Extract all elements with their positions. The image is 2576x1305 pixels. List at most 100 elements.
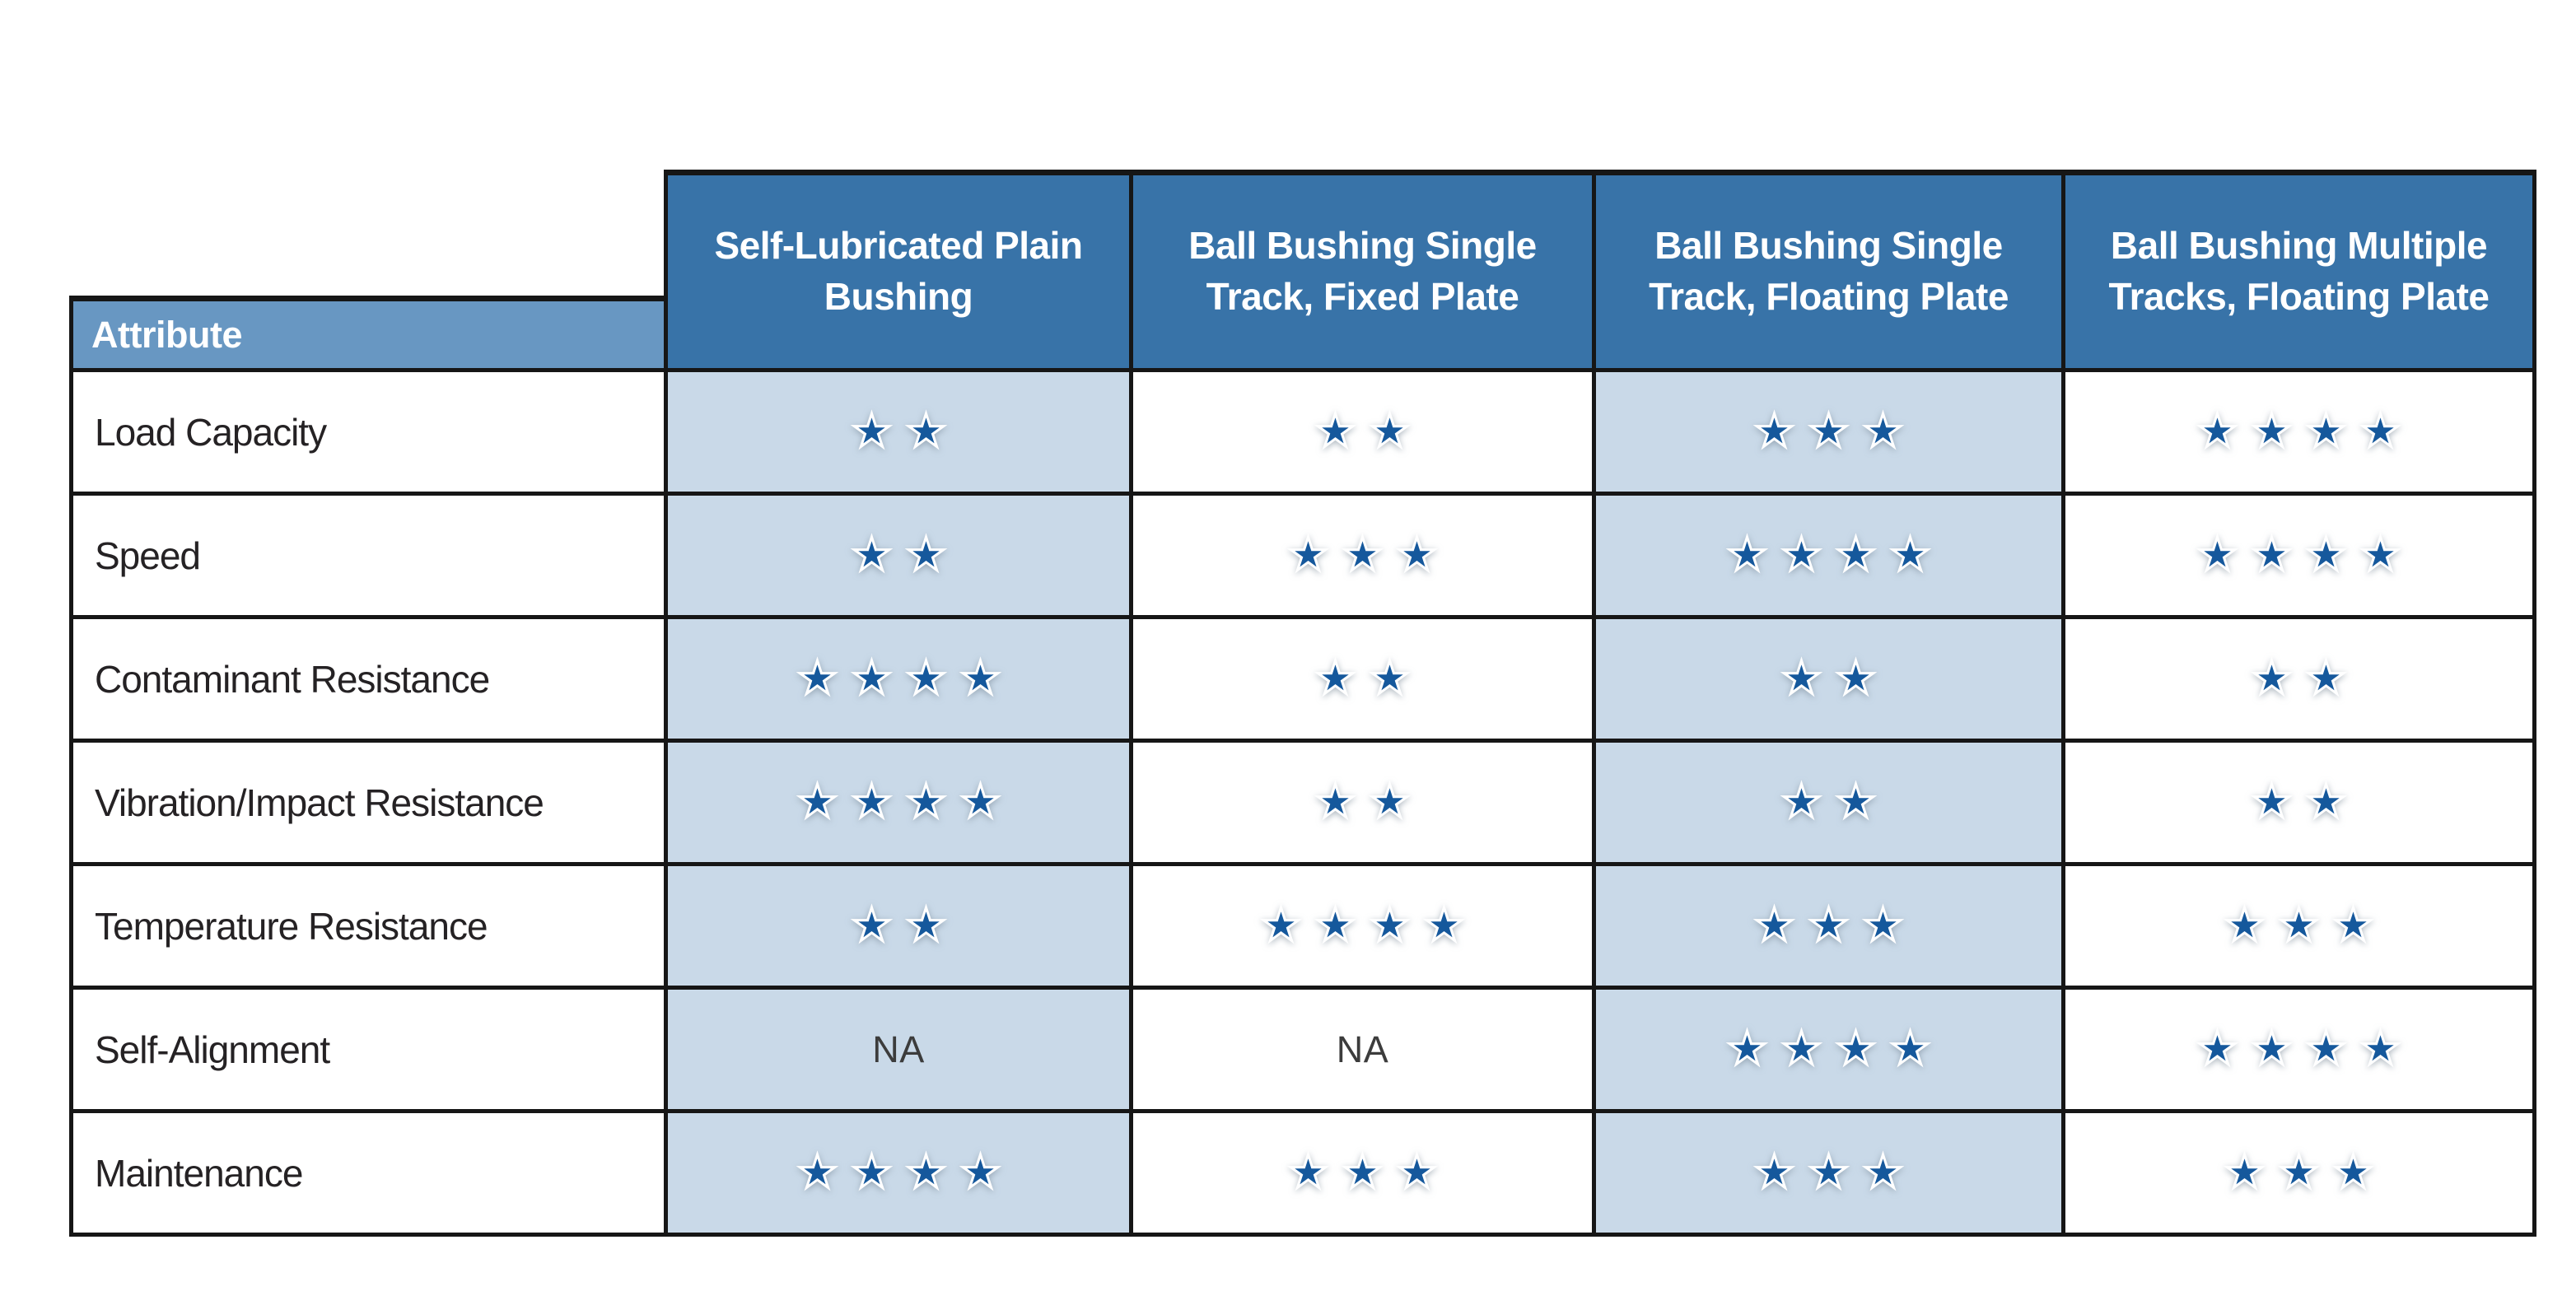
star-icon (1314, 780, 1357, 821)
rating-cell (1596, 372, 2061, 492)
star-icon (1314, 656, 1357, 697)
rating-cell (1596, 496, 2061, 615)
table-body: Load Capacity Speed Contaminant Resistance… (69, 372, 2536, 1237)
column-header-1: Ball Bushing Single Track, Fixed Plate (1133, 175, 1592, 368)
star-rating (1286, 1150, 1440, 1195)
attribute-corner-header: Attribute (69, 296, 664, 372)
column-header-2: Ball Bushing Single Track, Floating Plat… (1596, 175, 2061, 368)
star-icon (1314, 409, 1357, 450)
star-icon (2304, 656, 2348, 697)
star-icon (2359, 533, 2402, 574)
rating-cell (2065, 866, 2532, 986)
attribute-label: Temperature Resistance (73, 866, 664, 986)
rating-cell (1596, 1113, 2061, 1233)
star-icon (2196, 409, 2239, 450)
star-icon (1807, 1150, 1850, 1191)
star-icon (2250, 1027, 2294, 1068)
star-icon (1259, 903, 1303, 944)
star-icon (904, 780, 947, 821)
star-rating (1313, 409, 1412, 454)
star-icon (1314, 903, 1357, 944)
rating-cell (668, 743, 1129, 862)
star-icon (1780, 656, 1823, 697)
star-rating (1779, 780, 1878, 825)
column-header-0: Self-Lubricated Plain Bushing (668, 175, 1129, 368)
star-icon (904, 1150, 947, 1191)
star-icon (1752, 409, 1796, 450)
rating-cell (2065, 1113, 2532, 1233)
star-icon (1422, 903, 1466, 944)
star-icon (1888, 1027, 1932, 1068)
star-rating (1752, 1150, 1906, 1195)
rating-cell (1133, 1113, 1592, 1233)
star-icon (904, 533, 947, 574)
star-rating (1779, 656, 1878, 701)
star-rating (2195, 533, 2403, 578)
star-icon (2250, 656, 2294, 697)
rating-cell (668, 372, 1129, 492)
star-icon (1780, 533, 1823, 574)
star-rating (1724, 1027, 1933, 1072)
rating-cell (1596, 990, 2061, 1109)
star-rating (1313, 656, 1412, 701)
star-icon (959, 656, 1001, 697)
star-icon (1834, 1027, 1878, 1068)
rating-cell (668, 866, 1129, 986)
star-icon (1395, 533, 1439, 574)
star-icon (796, 780, 838, 821)
star-icon (1368, 903, 1412, 944)
star-rating (2195, 1027, 2403, 1072)
star-icon (1341, 1150, 1384, 1191)
star-icon (850, 656, 893, 697)
star-rating (1313, 780, 1412, 825)
attribute-label: Load Capacity (73, 372, 664, 492)
star-icon (1286, 533, 1330, 574)
attribute-header-label: Attribute (91, 313, 242, 356)
star-icon (2250, 533, 2294, 574)
star-icon (904, 656, 947, 697)
star-icon (1834, 656, 1878, 697)
star-icon (850, 903, 893, 944)
star-rating (2249, 656, 2349, 701)
star-icon (1395, 1150, 1439, 1191)
star-rating (795, 656, 1003, 701)
attribute-label: Contaminant Resistance (73, 619, 664, 739)
star-rating (2222, 903, 2376, 948)
rating-cell: NA (1133, 990, 1592, 1109)
star-rating (1286, 533, 1440, 578)
na-label: NA (1336, 1028, 1389, 1070)
star-icon (796, 656, 838, 697)
star-icon (1807, 409, 1850, 450)
star-icon (1807, 903, 1850, 944)
na-label: NA (872, 1028, 925, 1070)
rating-cell (1133, 496, 1592, 615)
star-icon (1861, 409, 1905, 450)
star-icon (2331, 903, 2375, 944)
star-rating (1724, 533, 1933, 578)
star-icon (1368, 656, 1412, 697)
star-icon (2304, 409, 2348, 450)
rating-cell (2065, 990, 2532, 1109)
star-icon (959, 1150, 1001, 1191)
star-rating (1752, 903, 1906, 948)
star-icon (2250, 780, 2294, 821)
star-icon (2223, 903, 2266, 944)
star-icon (2223, 1150, 2266, 1191)
star-icon (1752, 1150, 1796, 1191)
star-icon (1780, 1027, 1823, 1068)
rating-cell (1133, 619, 1592, 739)
star-icon (1725, 1027, 1769, 1068)
rating-cell (668, 1113, 1129, 1233)
star-icon (2304, 780, 2348, 821)
star-icon (850, 533, 893, 574)
star-icon (2304, 1027, 2348, 1068)
star-rating (2222, 1150, 2376, 1195)
star-rating (1752, 409, 1906, 454)
star-icon (850, 409, 893, 450)
rating-cell (2065, 619, 2532, 739)
star-icon (1368, 409, 1412, 450)
rating-cell: NA (668, 990, 1129, 1109)
star-rating (2195, 409, 2403, 454)
attribute-label: Speed (73, 496, 664, 615)
